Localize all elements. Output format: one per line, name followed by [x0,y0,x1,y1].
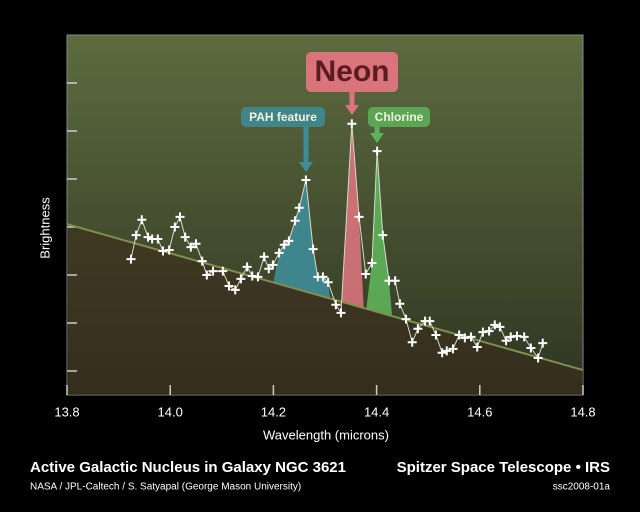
data-point [137,215,147,225]
data-point [274,248,284,258]
data-point [224,281,234,291]
y-axis-label: Brightness [37,197,52,259]
data-point [308,244,318,254]
continuum-shade [67,224,583,395]
data-point [501,336,511,346]
data-point [413,324,423,334]
data-point [242,262,252,272]
x-tick-label: 14.0 [158,404,183,419]
data-point [367,258,377,268]
data-point [390,276,400,286]
data-point [131,230,141,240]
data-point [259,252,269,262]
chart-title: Active Galactic Nucleus in Galaxy NGC 36… [30,459,346,476]
annotation-label: PAH feature [249,110,317,124]
data-point [301,175,311,185]
x-tick-label: 13.8 [54,404,79,419]
data-point [336,308,346,318]
data-point [395,299,405,309]
data-point [331,300,341,310]
data-point [202,270,212,280]
data-point [318,272,328,282]
data-point [472,342,482,352]
data-point [407,337,417,347]
annotation-arrow [299,162,313,172]
data-point [164,245,174,255]
annotation-label: Neon [315,55,390,88]
data-point [218,266,228,276]
data-point [442,346,452,356]
annotation-box [306,52,398,92]
data-point [170,222,180,232]
data-point [180,232,190,242]
data-point [378,230,388,240]
annotation-arrow [370,133,384,143]
x-tick-label: 14.4 [364,404,389,419]
data-point [126,254,136,264]
data-point [361,269,371,279]
data-point [191,239,201,249]
x-tick-label: 14.2 [261,404,286,419]
data-point [284,236,294,246]
data-point [279,240,289,250]
data-point [437,348,447,358]
data-point [268,260,278,270]
instrument: Spitzer Space Telescope • IRS [397,459,610,476]
annotation-box [368,107,430,127]
annotation-box [241,107,325,127]
data-point [294,203,304,213]
data-point [538,338,548,348]
annotation-label: Chlorine [375,110,424,124]
data-point [323,277,333,287]
data-point [253,272,263,282]
data-point [490,320,500,330]
data-point [526,343,536,353]
data-point [290,216,300,226]
data-point [236,274,246,284]
data-point [153,234,163,244]
x-tick-label: 14.6 [467,404,492,419]
image-id: ssc2008-01a [553,482,611,493]
data-point [484,326,494,336]
data-point [372,146,382,156]
data-point [208,266,218,276]
data-point [230,285,240,295]
data-point [533,353,543,363]
data-point [347,119,357,129]
continuum-line [66,223,584,372]
data-point [401,314,411,324]
data-point [186,242,196,252]
feature-area [340,123,364,313]
data-point [197,256,207,266]
data-point [448,344,458,354]
data-point [425,316,435,326]
feature-area [366,151,393,317]
x-tick-label: 14.8 [570,404,595,419]
data-point [454,330,464,340]
annotation-arrow [345,105,359,115]
credit: NASA / JPL-Caltech / S. Satyapal (George… [30,482,301,493]
data-point [431,330,441,340]
data-point [175,212,185,222]
x-axis-label: Wavelength (microns) [263,427,389,442]
data-point [354,212,364,222]
data-point [519,332,529,342]
data-point [466,332,476,342]
data-point [495,322,505,332]
data-point [143,232,153,242]
